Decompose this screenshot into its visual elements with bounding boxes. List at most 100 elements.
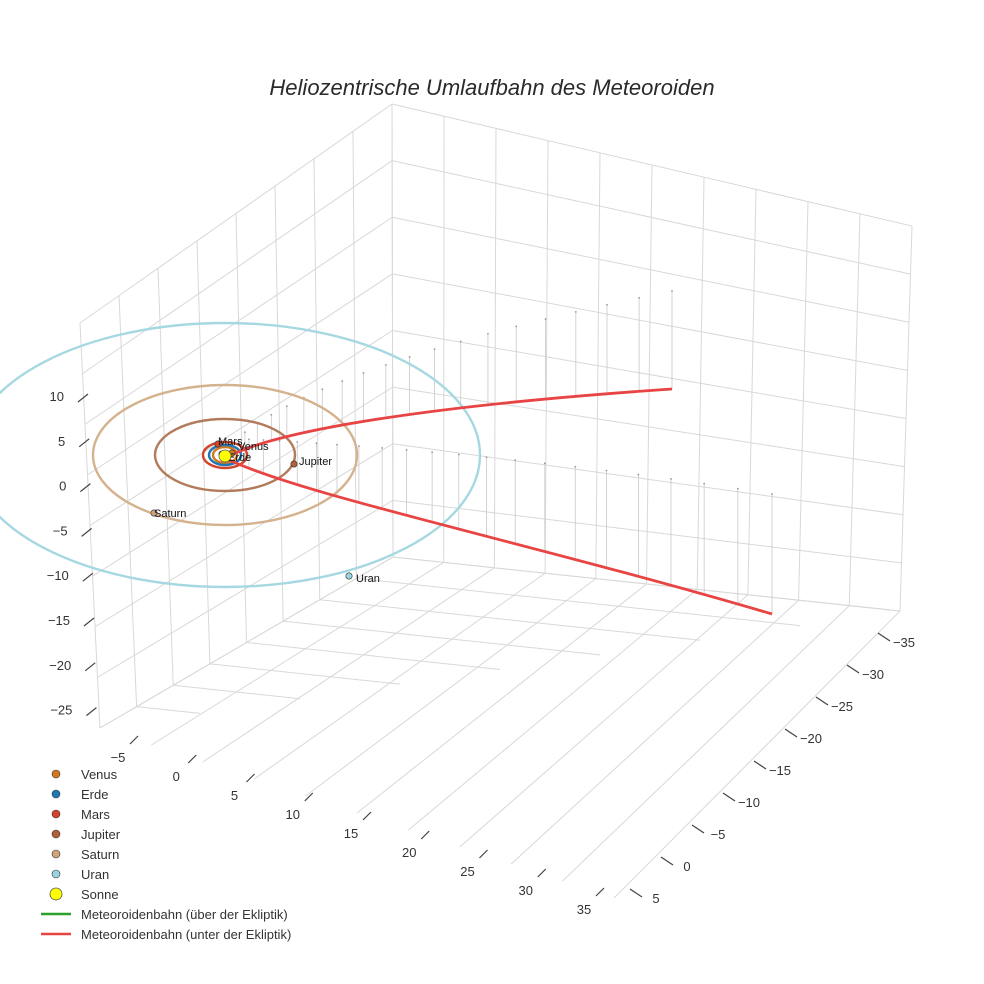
meteoroid-dropline-end xyxy=(703,482,706,485)
meteoroid-path-lower-branch xyxy=(224,456,773,616)
legend-item-venus[interactable]: Venus xyxy=(51,767,118,782)
floor-gridline xyxy=(613,610,901,899)
side-wall-gridline xyxy=(392,330,907,419)
z-axis-tick-label: −5 xyxy=(53,523,68,538)
z-axis-tick-label: 10 xyxy=(50,389,64,404)
legend-sun-swatch xyxy=(49,887,63,901)
y-axis-tick-label: 0 xyxy=(683,859,690,874)
legend-marker-swatch xyxy=(51,869,61,879)
legend-item-jupiter[interactable]: Jupiter xyxy=(51,827,121,842)
side-wall-gridline xyxy=(392,443,904,516)
orbit-erde xyxy=(207,443,243,467)
floor-gridline xyxy=(356,583,647,814)
meteoroid-dropline-end xyxy=(638,296,640,299)
x-axis-tick-label: 25 xyxy=(460,864,474,879)
x-axis-tick-label: 35 xyxy=(577,902,591,917)
legend-label: Jupiter xyxy=(81,827,121,842)
floor-gridline xyxy=(562,605,850,882)
x-axis-tick-label: 20 xyxy=(402,845,416,860)
x-axis-tick-label: −5 xyxy=(111,750,126,765)
x-axis-tick xyxy=(362,811,372,821)
legend-marker-swatch xyxy=(51,829,61,839)
z-axis-tick xyxy=(78,438,90,448)
orbit-mars xyxy=(201,440,249,470)
legend-marker-swatch xyxy=(51,789,61,799)
x-axis-tick-label: 0 xyxy=(173,769,180,784)
legend-item-meteoroidenbahn-ber-der-ekliptik-[interactable]: Meteoroidenbahn (über der Ekliptik) xyxy=(41,907,288,922)
meteoroid-dropline-end xyxy=(487,332,489,335)
meteoroid-dropline-end xyxy=(381,447,384,449)
x-axis-tick-label: 15 xyxy=(344,826,358,841)
legend-item-mars[interactable]: Mars xyxy=(51,807,110,822)
side-wall-gridline xyxy=(392,499,902,564)
meteoroid-dropline-end xyxy=(262,439,265,441)
floor-gridline xyxy=(356,577,801,627)
y-axis-tick-label: −35 xyxy=(893,635,915,650)
meteoroid-dropline-end xyxy=(574,310,577,313)
z-axis-tick xyxy=(86,707,97,717)
legend-label: Uran xyxy=(81,867,109,882)
planet-label-saturn: Saturn xyxy=(154,508,186,520)
y-axis-tick xyxy=(691,824,705,834)
legend-item-sonne[interactable]: Sonne xyxy=(49,887,119,902)
meteoroid-dropline-end xyxy=(315,442,318,445)
x-axis-tick xyxy=(595,887,605,897)
meteoroid-dropline-end xyxy=(514,459,517,462)
legend-marker-swatch xyxy=(51,769,61,779)
z-axis-tick xyxy=(84,662,96,672)
side-wall-gridline xyxy=(392,273,908,371)
z-axis-tick xyxy=(81,527,92,537)
floor-gridline xyxy=(283,620,601,656)
planet-label-mars: Mars xyxy=(218,436,243,448)
legend-label: Sonne xyxy=(81,887,119,902)
meteoroid-dropline-end xyxy=(248,438,250,441)
meteoroid-dropline-end xyxy=(574,465,577,468)
legend-item-erde[interactable]: Erde xyxy=(51,787,108,802)
legend-marker-swatch xyxy=(51,849,61,859)
y-axis-tick-label: 5 xyxy=(652,891,659,906)
floor-gridline xyxy=(99,556,394,729)
orbit-jupiter xyxy=(153,417,297,493)
meteoroid-dropline-end xyxy=(336,443,338,446)
x-axis-tick xyxy=(246,773,255,783)
legend: Venus Erde Mars Jupiter Saturn Uran Sonne Meteo… xyxy=(41,767,291,942)
back-wall-gridline xyxy=(84,216,393,425)
x-axis-tick-label: 10 xyxy=(286,807,300,822)
z-axis-tick xyxy=(77,393,89,403)
legend-item-saturn[interactable]: Saturn xyxy=(51,847,119,862)
legend-item-uran[interactable]: Uran xyxy=(51,867,109,882)
meteoroid-dropline-end xyxy=(670,478,672,480)
floor-gridline xyxy=(136,706,201,714)
floor-gridline xyxy=(202,567,495,763)
z-axis-tick xyxy=(82,572,94,582)
z-axis-tick-label: 5 xyxy=(58,434,65,449)
legend-item-meteoroidenbahn-unter-der-ekliptik-[interactable]: Meteoroidenbahn (unter der Ekliptik) xyxy=(41,927,291,942)
planet-label-jupiter: Jupiter xyxy=(299,456,332,468)
orbit-venus xyxy=(211,445,239,465)
legend-label: Erde xyxy=(81,787,108,802)
floor-gridline xyxy=(209,663,401,685)
meteoroid-dropline-end xyxy=(405,449,408,451)
x-axis-tick xyxy=(304,792,314,802)
back-wall-gridline xyxy=(89,330,393,526)
orbit-saturn xyxy=(91,383,359,527)
meteoroid-dropline-end xyxy=(296,441,299,443)
meteoroid-dropline-end xyxy=(321,388,324,391)
floor-gridline xyxy=(459,594,749,848)
side-wall-gridline xyxy=(392,386,905,468)
meteoroid-dropline-end xyxy=(485,456,488,459)
legend-label: Saturn xyxy=(81,847,119,862)
floor-gridline xyxy=(246,642,501,670)
orbit-uran xyxy=(0,321,482,589)
meteoroid-dropline-end xyxy=(278,440,281,442)
meteoroid-dropline-end xyxy=(408,356,411,358)
meteoroid-dropline-end xyxy=(515,325,518,328)
back-wall-gridline xyxy=(79,103,393,324)
meteoroid-dropline-end xyxy=(543,462,546,465)
z-axis-tick-label: 0 xyxy=(59,479,66,494)
meteoroid-dropline-end xyxy=(637,473,640,476)
meteoroid-dropline-end xyxy=(459,340,462,343)
meteoroid-dropline-end xyxy=(358,445,360,448)
y-axis-tick-label: −10 xyxy=(738,795,760,810)
